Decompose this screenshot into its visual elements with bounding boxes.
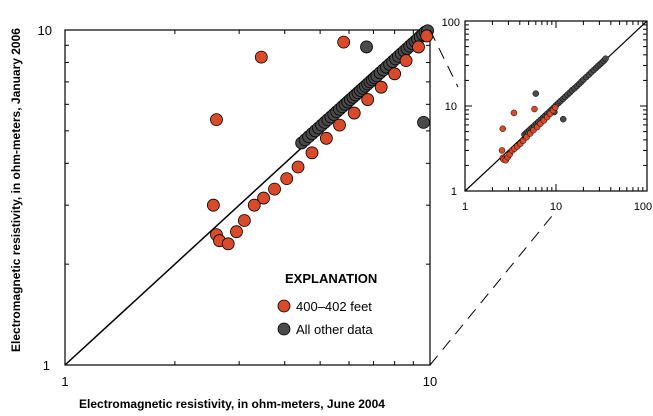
main-point-400-402-feet	[361, 93, 375, 106]
inset-point-series-1	[499, 125, 507, 132]
main-point-400-402-feet	[374, 80, 388, 94]
main-point-400-402-feet	[210, 113, 223, 127]
main-point-400-402-feet	[230, 225, 243, 239]
legend: EXPLANATION 400–402 feet All other data	[277, 271, 377, 337]
main-point-400-402-feet	[305, 146, 319, 160]
main-point-400-402-feet	[291, 160, 305, 174]
main-point-400-402-feet	[221, 237, 235, 251]
legend-marker-400-402-feet	[277, 299, 291, 313]
inset-connector-bottom	[429, 215, 553, 366]
inset-x-tick-label-1: 1	[462, 201, 468, 213]
legend-title: EXPLANATION	[285, 271, 377, 286]
inset-point-series-1	[510, 109, 518, 117]
main-point-400-402-feet	[347, 106, 361, 120]
inset-axis-ticks	[464, 20, 648, 192]
main-point-400-402-feet	[237, 214, 251, 227]
inset-y-tick-label-100: 100	[442, 17, 460, 29]
main-point-400-402-feet	[319, 131, 333, 145]
inset-point-series-1	[498, 147, 506, 154]
inset-point-series-1	[531, 105, 538, 113]
main-point-400-402-feet	[280, 172, 294, 186]
main-point-400-402-feet	[412, 40, 425, 54]
main-point-400-402-feet	[337, 35, 351, 49]
legend-label-400-402-feet: 400–402 feet	[296, 299, 372, 314]
inset-x-tick-label-100: 100	[634, 201, 652, 213]
inset-connector-top	[429, 29, 459, 88]
main-x-tick-label-10: 10	[423, 374, 437, 389]
main-point-all-other-data	[360, 40, 373, 54]
main-y-tick-label-1: 1	[43, 358, 50, 373]
inset-y-tick-label-1: 1	[451, 186, 457, 198]
main-x-tick-label-1: 1	[61, 374, 68, 389]
main-axis-ticks	[64, 29, 431, 366]
inset-chart: 1 10 100 1 10 100	[442, 17, 653, 213]
inset-point-series-0	[559, 115, 567, 123]
main-y-tick-label-10: 10	[38, 23, 52, 38]
main-data-points	[206, 24, 435, 251]
main-point-all-other-data	[417, 115, 430, 129]
inset-point-series-0	[602, 55, 609, 62]
main-point-400-402-feet	[388, 67, 402, 81]
main-point-400-402-feet	[254, 50, 268, 64]
main-chart: 1 10 1 10 Electromagnetic resistivity, i…	[9, 23, 437, 411]
legend-marker-all-other-data	[277, 322, 291, 336]
main-plot-frame	[64, 29, 431, 366]
inset-point-series-1	[551, 104, 559, 111]
inset-y-tick-label-10: 10	[445, 101, 457, 113]
x-axis-title: Electromagnetic resistivity, in ohm-mete…	[79, 397, 385, 411]
main-point-400-402-feet	[247, 198, 261, 212]
main-point-400-402-feet	[206, 198, 220, 212]
main-point-400-402-feet	[333, 118, 346, 132]
legend-label-all-other-data: All other data	[296, 322, 373, 337]
main-point-400-402-feet	[268, 182, 281, 196]
inset-point-series-0	[532, 90, 540, 97]
y-axis-title: Electromagnetic resistivity, in ohm-mete…	[9, 28, 23, 352]
inset-x-tick-label-10: 10	[550, 201, 562, 213]
main-point-400-402-feet	[399, 54, 413, 68]
inset-data-points	[498, 55, 609, 164]
main-point-400-402-feet	[257, 191, 270, 205]
